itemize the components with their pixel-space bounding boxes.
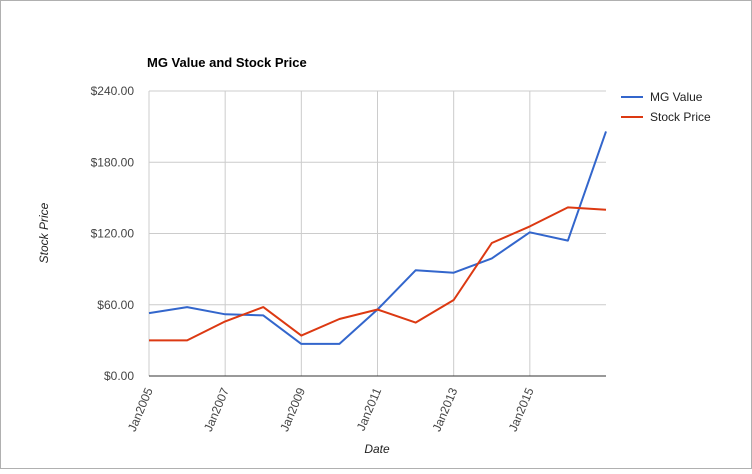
x-axis-label: Date xyxy=(364,442,390,456)
legend-label-stock-price: Stock Price xyxy=(650,110,711,124)
legend-label-mg-value: MG Value xyxy=(650,90,703,104)
y-tick-label: $240.00 xyxy=(91,84,135,98)
y-tick-label: $120.00 xyxy=(91,227,135,241)
y-tick-label: $60.00 xyxy=(97,298,134,312)
chart-title: MG Value and Stock Price xyxy=(147,55,307,70)
y-tick-label: $0.00 xyxy=(104,369,134,383)
y-tick-label: $180.00 xyxy=(91,155,135,169)
y-axis-label: Stock Price xyxy=(37,202,51,263)
